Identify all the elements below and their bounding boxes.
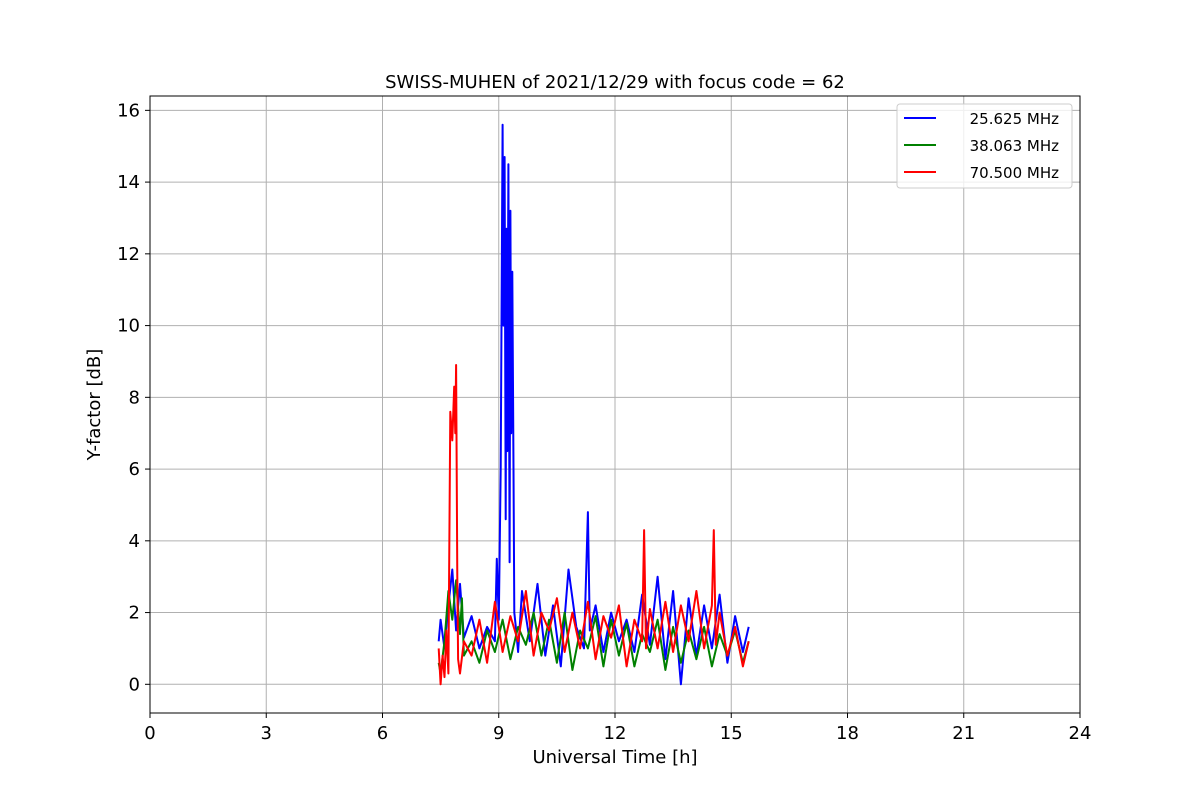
y-tick-label: 12	[117, 244, 140, 265]
y-tick-label: 14	[117, 172, 140, 193]
legend-label-0: 25.625 MHz	[970, 110, 1059, 128]
series-line-1	[437, 579, 750, 675]
x-tick-label: 18	[836, 723, 859, 744]
legend-label-2: 70.500 MHz	[970, 164, 1059, 182]
x-tick-label: 0	[144, 723, 155, 744]
y-tick-label: 0	[129, 674, 140, 695]
y-tick-label: 4	[129, 531, 140, 552]
y-axis: 0 2 4 6 8 10 12 14 16	[117, 100, 150, 695]
legend-box	[896, 103, 1073, 189]
x-tick-label: 21	[952, 723, 975, 744]
y-tick-label: 6	[129, 459, 140, 480]
y-axis-label: Y-factor [dB]	[84, 349, 105, 462]
x-tick-label: 12	[604, 723, 627, 744]
series-line-2	[437, 364, 750, 686]
series-line-0	[437, 123, 750, 686]
series-layer	[437, 123, 750, 686]
y-tick-label: 10	[117, 316, 140, 337]
x-axis-label: Universal Time [h]	[532, 747, 697, 768]
y-tick-label: 2	[129, 603, 140, 624]
x-axis: 0 3 6 9 12 15 18 21 24	[144, 713, 1091, 744]
legend-label-1: 38.063 MHz	[970, 137, 1059, 155]
x-tick-label: 6	[377, 723, 388, 744]
x-tick-label: 15	[720, 723, 743, 744]
chart-title: SWISS-MUHEN of 2021/12/29 with focus cod…	[385, 72, 845, 93]
y-tick-label: 8	[129, 387, 140, 408]
x-tick-label: 9	[493, 723, 504, 744]
x-tick-label: 3	[261, 723, 272, 744]
legend: 25.625 MHz 38.063 MHz 70.500 MHz	[896, 103, 1073, 189]
x-tick-label: 24	[1069, 723, 1092, 744]
y-tick-label: 16	[117, 100, 140, 121]
